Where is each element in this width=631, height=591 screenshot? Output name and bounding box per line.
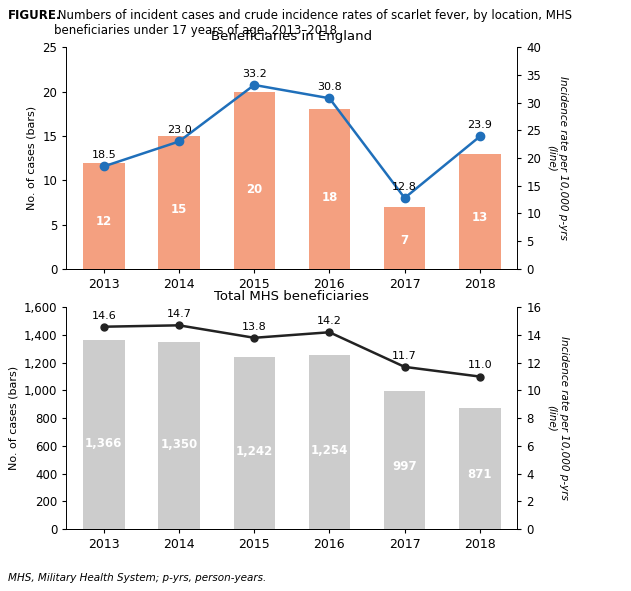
- Bar: [83, 340, 124, 529]
- Text: MHS, Military Health System; p-yrs, person-years.: MHS, Military Health System; p-yrs, pers…: [8, 573, 266, 583]
- Text: 871: 871: [468, 468, 492, 481]
- Bar: [459, 154, 500, 269]
- Title: Beneficiaries in England: Beneficiaries in England: [211, 30, 372, 43]
- Text: 1,350: 1,350: [160, 439, 198, 452]
- Bar: [233, 92, 275, 269]
- Text: 12.8: 12.8: [392, 182, 417, 191]
- Text: 20: 20: [246, 183, 262, 196]
- Y-axis label: Incidence rate per 10,000 p-yrs
(line): Incidence rate per 10,000 p-yrs (line): [547, 336, 569, 500]
- Text: 23.9: 23.9: [468, 121, 492, 130]
- Bar: [158, 342, 200, 529]
- Text: 14.2: 14.2: [317, 316, 342, 326]
- Y-axis label: No. of cases (bars): No. of cases (bars): [8, 366, 18, 470]
- Bar: [384, 391, 425, 529]
- Bar: [384, 207, 425, 269]
- Text: 1,254: 1,254: [310, 444, 348, 457]
- Y-axis label: Incidence rate per 10,000 p-yrs
(line): Incidence rate per 10,000 p-yrs (line): [547, 76, 569, 240]
- Text: 14.6: 14.6: [91, 310, 116, 320]
- Text: 14.7: 14.7: [167, 309, 191, 319]
- Text: 15: 15: [171, 203, 187, 216]
- Text: 7: 7: [401, 235, 409, 248]
- Text: 13.8: 13.8: [242, 322, 267, 332]
- Bar: [309, 109, 350, 269]
- Text: 1,366: 1,366: [85, 437, 122, 450]
- Text: 1,242: 1,242: [235, 445, 273, 458]
- Bar: [83, 163, 124, 269]
- Text: 33.2: 33.2: [242, 69, 267, 79]
- Bar: [158, 136, 200, 269]
- Text: 30.8: 30.8: [317, 82, 342, 92]
- Text: 11.0: 11.0: [468, 361, 492, 371]
- Text: 13: 13: [472, 210, 488, 223]
- Text: 18.5: 18.5: [91, 150, 116, 160]
- Text: 23.0: 23.0: [167, 125, 191, 135]
- Text: 997: 997: [392, 460, 417, 473]
- Y-axis label: No. of cases (bars): No. of cases (bars): [27, 106, 37, 210]
- Title: Total MHS beneficiaries: Total MHS beneficiaries: [215, 290, 369, 303]
- Text: 18: 18: [321, 191, 338, 203]
- Bar: [233, 357, 275, 529]
- Text: 11.7: 11.7: [392, 350, 417, 361]
- Text: FIGURE.: FIGURE.: [8, 9, 62, 22]
- Bar: [309, 355, 350, 529]
- Text: 12: 12: [96, 215, 112, 228]
- Text: Numbers of incident cases and crude incidence rates of scarlet fever, by locatio: Numbers of incident cases and crude inci…: [54, 9, 572, 37]
- Bar: [459, 408, 500, 529]
